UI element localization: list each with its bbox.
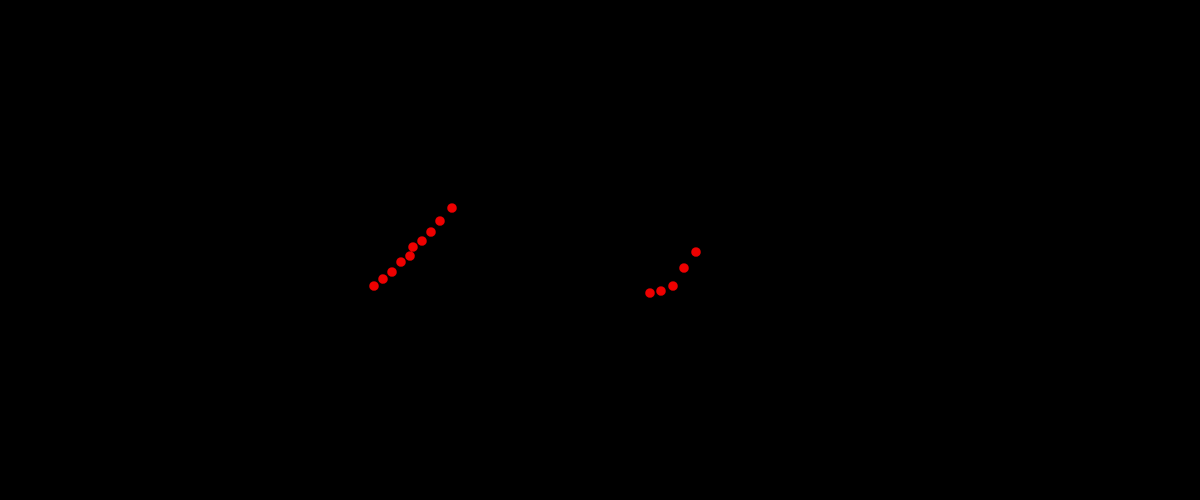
data-point — [668, 281, 678, 291]
data-point — [691, 247, 701, 257]
series-layer — [369, 203, 701, 298]
data-point — [645, 288, 655, 298]
series-cluster-1 — [369, 203, 457, 291]
data-point — [679, 263, 689, 273]
data-point — [369, 281, 379, 291]
data-point — [417, 236, 427, 246]
data-point — [387, 267, 397, 277]
data-point — [396, 257, 406, 267]
data-point — [408, 242, 418, 252]
data-point — [426, 227, 436, 237]
data-point — [447, 203, 457, 213]
data-point — [435, 216, 445, 226]
data-point — [656, 286, 666, 296]
data-point — [405, 251, 415, 261]
series-cluster-2 — [645, 247, 701, 298]
data-point — [378, 274, 388, 284]
